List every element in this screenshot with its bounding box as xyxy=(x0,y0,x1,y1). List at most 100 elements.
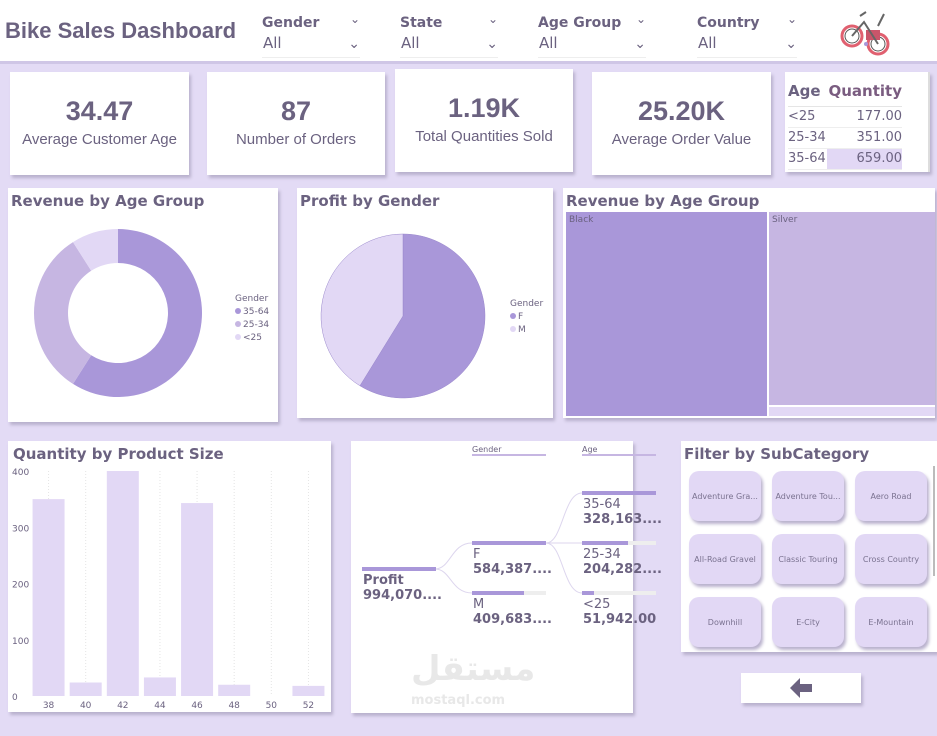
x-tick-label: 42 xyxy=(117,701,128,711)
y-tick-label: 300 xyxy=(12,524,29,534)
slicer-country: Country ⌄ All ⌄ xyxy=(697,12,797,62)
donut-chart xyxy=(33,229,202,397)
bar-44[interactable] xyxy=(143,677,176,696)
table-row: 35-64 659.00 xyxy=(788,148,902,169)
chevron-down-icon[interactable]: ⌄ xyxy=(349,12,360,26)
back-button[interactable] xyxy=(741,673,861,703)
slice-35-64[interactable] xyxy=(72,229,202,397)
node-bar[interactable] xyxy=(582,591,656,595)
treemap-tile-black[interactable]: Black xyxy=(566,212,767,416)
cell-quantity: 177.00 xyxy=(856,109,903,124)
subcategory-button[interactable]: Adventure Gra... xyxy=(689,471,761,521)
subcategory-button[interactable]: Adventure Tou... xyxy=(772,471,844,521)
node-bar[interactable] xyxy=(472,591,546,595)
legend-title: Gender xyxy=(510,299,544,309)
legend: Gender 35-64 25-34 <25 xyxy=(235,291,269,343)
slice-<25[interactable] xyxy=(72,229,118,271)
subcategory-button[interactable]: Downhill xyxy=(689,597,761,647)
slicer-label: Gender xyxy=(262,15,320,31)
kpi-card: 34.47 Average Customer Age xyxy=(10,72,189,175)
y-tick-label: 100 xyxy=(12,637,29,647)
node-label: 35-64 xyxy=(583,497,621,512)
subcategory-slicer: Filter by SubCategory Adventure Gra... Ad… xyxy=(681,441,937,652)
cell-age: 35-64 xyxy=(788,151,826,166)
chart-title: Revenue by Age Group xyxy=(566,192,760,210)
legend-label: 25-34 xyxy=(243,320,270,330)
subcategory-label: Downhill xyxy=(707,617,743,627)
legend-marker xyxy=(510,326,516,332)
watermark-text: mostaql.com xyxy=(411,693,506,708)
decomposition-tree: Gender Age Profit 994,070.... F 584,387..… xyxy=(351,441,662,713)
col-header-age[interactable]: Age xyxy=(788,81,821,100)
node-bar[interactable] xyxy=(472,541,546,545)
legend-item[interactable]: <25 xyxy=(235,333,269,343)
slicer-value: All xyxy=(401,34,420,52)
treemap-tile-silver[interactable]: Silver xyxy=(769,212,935,405)
x-tick-label: 38 xyxy=(43,701,55,711)
bar-40[interactable] xyxy=(69,682,102,697)
legend-item[interactable]: 35-64 xyxy=(235,307,269,317)
slice-25-34[interactable] xyxy=(33,242,92,384)
scrollbar[interactable] xyxy=(933,466,935,576)
legend-item[interactable]: 25-34 xyxy=(235,320,269,330)
watermark-logo: مستقل xyxy=(411,649,536,689)
legend-label: M xyxy=(518,325,526,335)
node-bar[interactable] xyxy=(582,491,656,495)
treemap-tile-other[interactable] xyxy=(769,407,935,416)
legend-marker xyxy=(510,313,516,319)
slicer-dropdown[interactable]: All ⌄ xyxy=(538,34,646,58)
slicer-gender: Gender ⌄ All ⌄ xyxy=(262,12,360,62)
slicer-dropdown[interactable]: All ⌄ xyxy=(400,34,498,58)
chevron-down-icon[interactable]: ⌄ xyxy=(635,12,646,26)
subcategory-button[interactable]: All-Road Gravel xyxy=(689,534,761,584)
col-header-quantity[interactable]: Quantity xyxy=(828,81,903,100)
bar-42[interactable] xyxy=(106,471,139,696)
y-tick-label: 200 xyxy=(12,581,29,591)
pie-card: Profit by Gender Gender F M xyxy=(297,188,553,418)
chart-title: Profit by Gender xyxy=(300,192,440,210)
kpi-value: 25.20K xyxy=(637,96,726,126)
node-label: M xyxy=(473,597,485,612)
tree-connectors xyxy=(434,492,583,594)
subcategory-button[interactable]: Cross Country xyxy=(855,534,927,584)
treemap-card: Revenue by Age Group Black Silver xyxy=(563,188,935,418)
slicer-dropdown[interactable]: All ⌄ xyxy=(262,34,360,58)
bar-46[interactable] xyxy=(181,503,214,696)
subcategory-button[interactable]: Classic Touring xyxy=(772,534,844,584)
scrollbar[interactable] xyxy=(928,72,930,172)
kpi-label: Average Order Value xyxy=(611,131,752,148)
legend-marker xyxy=(235,308,241,314)
bar-48[interactable] xyxy=(218,684,251,696)
bar-card: Quantity by Product Size 0 100 200 300 400 38… xyxy=(8,441,331,712)
subcategory-button[interactable]: Aero Road xyxy=(855,471,927,521)
subcategory-label: Aero Road xyxy=(870,491,912,501)
slicer-value: All xyxy=(539,34,558,52)
subcategory-label: Cross Country xyxy=(862,554,920,564)
slice-M[interactable] xyxy=(320,233,404,387)
slicer-dropdown[interactable]: All ⌄ xyxy=(697,34,797,58)
legend-label: <25 xyxy=(243,333,262,343)
kpi-value: 87 xyxy=(280,96,312,126)
legend-item[interactable]: F xyxy=(510,312,543,322)
table-row: 25-34 351.00 xyxy=(788,127,902,148)
level-header-gender[interactable]: Gender xyxy=(472,445,546,456)
subcategory-button[interactable]: E-Mountain xyxy=(855,597,927,647)
kpi-label: Average Customer Age xyxy=(22,131,177,148)
bar-38[interactable] xyxy=(32,499,65,696)
chevron-down-icon[interactable]: ⌄ xyxy=(487,12,498,26)
node-label: 25-34 xyxy=(583,547,621,562)
legend-item[interactable]: M xyxy=(510,325,543,335)
subcategory-button[interactable]: E-City xyxy=(772,597,844,647)
slice-F[interactable] xyxy=(359,233,486,399)
node-value: 584,387.... xyxy=(473,562,552,577)
node-value: 51,942.00 xyxy=(583,612,657,627)
table-row: <25 177.00 xyxy=(788,106,902,127)
chevron-down-icon[interactable]: ⌄ xyxy=(786,12,797,26)
x-tick-label: 52 xyxy=(303,701,314,711)
slicer-value: All xyxy=(698,34,717,52)
level-header-age[interactable]: Age xyxy=(582,445,656,456)
bar-52[interactable] xyxy=(292,685,325,696)
root-bar[interactable] xyxy=(362,567,436,571)
kpi-value: 1.19K xyxy=(447,93,521,123)
node-bar[interactable] xyxy=(582,541,656,545)
